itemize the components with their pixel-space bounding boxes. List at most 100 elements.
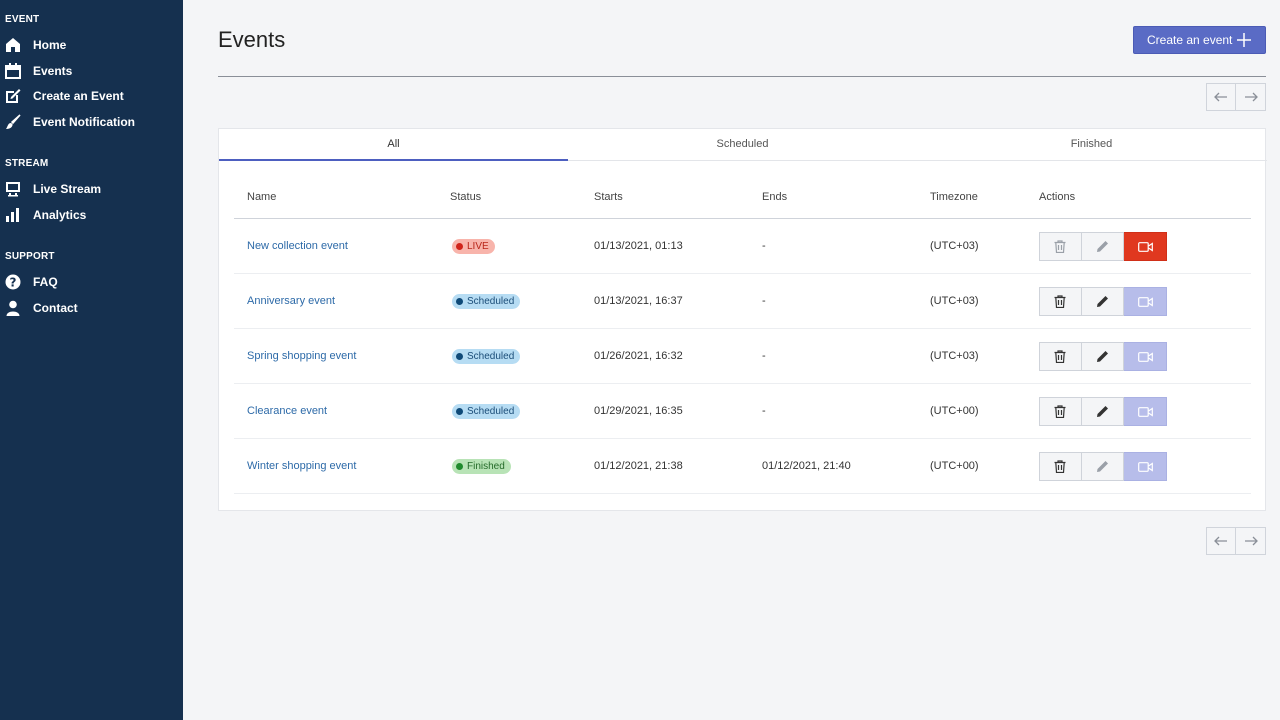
status-dot <box>456 298 463 305</box>
trash-icon <box>1054 460 1066 473</box>
starts-cell: 01/12/2021, 21:38 <box>594 460 683 472</box>
row-actions <box>1039 342 1167 371</box>
stream-button[interactable] <box>1124 452 1167 481</box>
ends-cell: - <box>762 350 766 362</box>
delete-button[interactable] <box>1039 452 1082 481</box>
sidebar-item-home[interactable]: Home <box>0 34 183 56</box>
arrow-right-icon <box>1244 92 1258 102</box>
tab-all[interactable]: All <box>219 129 568 161</box>
sidebar-item-label: Events <box>33 64 73 78</box>
svg-text:?: ? <box>10 276 17 290</box>
table-row: Winter shopping event Finished 01/12/202… <box>234 439 1251 494</box>
ends-cell: - <box>762 240 766 252</box>
plus-icon <box>1237 33 1251 47</box>
sidebar-section-support: SUPPORT <box>5 251 55 262</box>
row-actions <box>1039 397 1167 426</box>
previous-page-button[interactable] <box>1206 527 1236 555</box>
trash-icon <box>1054 295 1066 308</box>
bar-chart-icon <box>6 208 19 222</box>
sidebar-item-faq[interactable]: ? FAQ <box>0 271 183 293</box>
pencil-icon <box>1097 406 1108 417</box>
column-header-starts: Starts <box>594 191 623 203</box>
stream-button[interactable] <box>1124 232 1167 261</box>
timezone-cell: (UTC+00) <box>930 460 979 472</box>
stream-button[interactable] <box>1124 397 1167 426</box>
edit-button[interactable] <box>1081 452 1125 481</box>
status-label: LIVE <box>467 241 489 252</box>
tab-scheduled[interactable]: Scheduled <box>716 138 769 150</box>
status-dot <box>456 408 463 415</box>
sidebar-item-analytics[interactable]: Analytics <box>0 204 183 226</box>
video-camera-icon <box>1137 461 1153 472</box>
event-name-link[interactable]: Anniversary event <box>247 295 336 307</box>
table-row: Spring shopping event Scheduled 01/26/20… <box>234 329 1251 384</box>
sidebar-item-label: Create an Event <box>33 89 124 103</box>
sidebar-section-stream: STREAM <box>5 158 49 169</box>
edit-button[interactable] <box>1081 232 1125 261</box>
delete-button[interactable] <box>1039 342 1082 371</box>
row-actions <box>1039 287 1167 316</box>
trash-icon <box>1054 240 1066 253</box>
sidebar-item-live-stream[interactable]: Live Stream <box>0 178 183 200</box>
sidebar-item-event-notification[interactable]: Event Notification <box>0 111 183 133</box>
delete-button[interactable] <box>1039 232 1082 261</box>
delete-button[interactable] <box>1039 287 1082 316</box>
status-label: Scheduled <box>467 296 515 307</box>
event-name-link[interactable]: Spring shopping event <box>247 350 357 362</box>
edit-button[interactable] <box>1081 342 1125 371</box>
table-row: New collection event LIVE 01/13/2021, 01… <box>234 219 1251 274</box>
pagination-bottom <box>1206 527 1266 555</box>
column-header-timezone: Timezone <box>930 191 978 203</box>
edit-button[interactable] <box>1081 287 1125 316</box>
sidebar-item-label: Event Notification <box>33 115 136 129</box>
event-name-link[interactable]: Clearance event <box>247 405 328 417</box>
stream-button[interactable] <box>1124 342 1167 371</box>
timezone-cell: (UTC+03) <box>930 350 979 362</box>
status-dot <box>456 353 463 360</box>
page-title: Events <box>218 27 286 52</box>
sidebar-item-contact[interactable]: Contact <box>0 297 183 319</box>
tab-bar: All Scheduled Finished <box>219 129 1267 161</box>
next-page-button[interactable] <box>1236 527 1266 555</box>
row-actions <box>1039 232 1167 261</box>
starts-cell: 01/13/2021, 01:13 <box>594 240 683 252</box>
user-icon <box>6 300 20 316</box>
pencil-icon <box>1097 296 1108 307</box>
delete-button[interactable] <box>1039 397 1082 426</box>
video-camera-icon <box>1137 406 1153 417</box>
arrow-left-icon <box>1214 92 1227 102</box>
sidebar-item-create-event[interactable]: Create an Event <box>0 85 183 107</box>
trash-icon <box>1054 405 1066 418</box>
calendar-icon <box>5 63 21 79</box>
status-badge: LIVE <box>452 239 495 254</box>
arrow-left-icon <box>1214 536 1227 546</box>
event-name-link[interactable]: New collection event <box>247 240 348 252</box>
next-page-button[interactable] <box>1236 83 1266 111</box>
edit-button[interactable] <box>1081 397 1125 426</box>
column-header-status: Status <box>450 191 482 203</box>
status-dot <box>456 463 463 470</box>
starts-cell: 01/26/2021, 16:32 <box>594 350 683 362</box>
ends-cell: - <box>762 295 766 307</box>
monitor-icon <box>6 182 20 197</box>
previous-page-button[interactable] <box>1206 83 1236 111</box>
ends-cell: 01/12/2021, 21:40 <box>762 460 851 472</box>
edit-icon <box>6 89 21 103</box>
status-badge: Scheduled <box>452 349 521 364</box>
sidebar: EVENT Home Events Create an Event Event … <box>0 0 183 720</box>
pencil-icon <box>1097 351 1108 362</box>
status-label: Scheduled <box>467 406 515 417</box>
event-name-link[interactable]: Winter shopping event <box>247 460 357 472</box>
sidebar-item-events[interactable]: Events <box>0 60 183 82</box>
column-header-name: Name <box>247 191 277 203</box>
video-camera-icon <box>1137 296 1153 307</box>
stream-button[interactable] <box>1124 287 1167 316</box>
pagination-top <box>1206 83 1266 111</box>
table-row: Clearance event Scheduled 01/29/2021, 16… <box>234 384 1251 439</box>
pencil-icon <box>1097 241 1108 252</box>
timezone-cell: (UTC+03) <box>930 295 979 307</box>
create-event-button[interactable]: Create an event <box>1133 26 1266 54</box>
video-camera-icon <box>1137 351 1153 362</box>
tab-finished[interactable]: Finished <box>1070 138 1113 150</box>
arrow-right-icon <box>1244 536 1258 546</box>
